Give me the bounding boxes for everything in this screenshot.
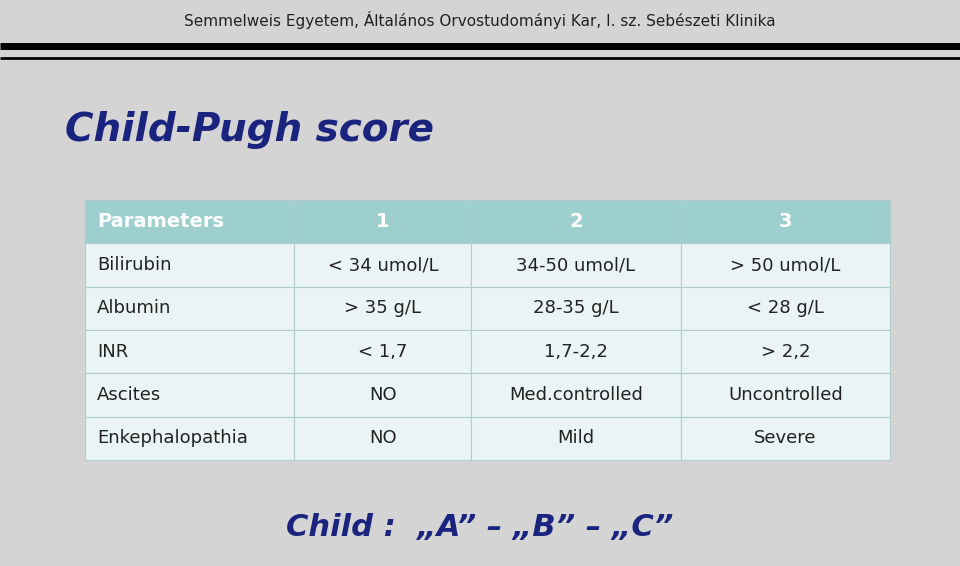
Bar <box>85 330 295 374</box>
Text: Semmelweis Egyetem, Általános Orvostudományi Kar, I. sz. Sebészeti Klinika: Semmelweis Egyetem, Általános Orvostudom… <box>184 11 776 29</box>
Bar <box>85 286 295 330</box>
Bar <box>681 374 890 417</box>
Text: 34-50 umol/L: 34-50 umol/L <box>516 256 636 274</box>
Text: Bilirubin: Bilirubin <box>97 256 172 274</box>
Bar <box>85 417 295 460</box>
Bar <box>471 286 681 330</box>
Bar <box>295 374 471 417</box>
Text: > 35 g/L: > 35 g/L <box>345 299 421 318</box>
Text: > 2,2: > 2,2 <box>760 342 810 361</box>
Bar <box>295 417 471 460</box>
Bar <box>471 417 681 460</box>
Bar <box>471 200 681 243</box>
Text: Child-Pugh score: Child-Pugh score <box>65 111 434 149</box>
Bar <box>295 330 471 374</box>
Text: Child :  „A” – „B” – „C”: Child : „A” – „B” – „C” <box>286 512 674 542</box>
Bar <box>681 330 890 374</box>
Text: NO: NO <box>369 430 396 447</box>
Bar <box>681 243 890 286</box>
Bar <box>681 286 890 330</box>
Text: Albumin: Albumin <box>97 299 172 318</box>
Text: Ascites: Ascites <box>97 386 161 404</box>
Bar <box>681 200 890 243</box>
Bar <box>295 286 471 330</box>
Text: < 28 g/L: < 28 g/L <box>747 299 824 318</box>
Text: Mild: Mild <box>558 430 594 447</box>
Text: 2: 2 <box>569 212 583 231</box>
Text: 1,7-2,2: 1,7-2,2 <box>544 342 608 361</box>
Text: < 34 umol/L: < 34 umol/L <box>327 256 438 274</box>
Text: 3: 3 <box>779 212 792 231</box>
Bar <box>471 374 681 417</box>
Text: INR: INR <box>97 342 129 361</box>
Bar <box>85 374 295 417</box>
Bar <box>295 200 471 243</box>
Bar <box>471 243 681 286</box>
Text: NO: NO <box>369 386 396 404</box>
Text: Severe: Severe <box>755 430 817 447</box>
Text: < 1,7: < 1,7 <box>358 342 408 361</box>
Text: Enkephalopathia: Enkephalopathia <box>97 430 248 447</box>
Text: 1: 1 <box>376 212 390 231</box>
Bar <box>471 330 681 374</box>
Text: Med.controlled: Med.controlled <box>509 386 643 404</box>
Bar <box>681 417 890 460</box>
Text: Uncontrolled: Uncontrolled <box>728 386 843 404</box>
Bar <box>295 243 471 286</box>
Text: 28-35 g/L: 28-35 g/L <box>533 299 619 318</box>
Bar <box>85 200 295 243</box>
Text: Parameters: Parameters <box>97 212 224 231</box>
Bar <box>85 243 295 286</box>
Text: > 50 umol/L: > 50 umol/L <box>731 256 841 274</box>
